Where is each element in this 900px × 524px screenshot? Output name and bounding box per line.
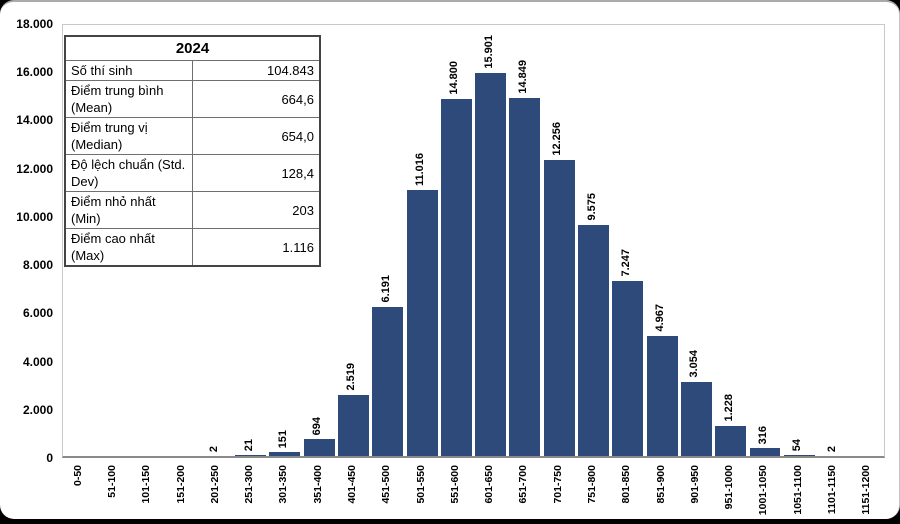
y-tick-label: 18.000 xyxy=(16,17,53,31)
y-tick-label: 2.000 xyxy=(22,402,53,417)
bar-value-label: 21 xyxy=(242,438,255,451)
bar-value-label: 3.054 xyxy=(688,350,701,378)
histogram-bar xyxy=(543,160,575,456)
bar-value-label: 694 xyxy=(311,416,324,435)
histogram-bar xyxy=(680,382,712,456)
x-tick-label: 351-400 xyxy=(311,465,324,504)
x-tick-label: 151-200 xyxy=(174,465,187,504)
histogram-bar xyxy=(372,307,404,456)
stat-value-cell: 203 xyxy=(192,191,321,229)
bar-value-label: 11.016 xyxy=(414,152,427,186)
bar-value-label: 9.575 xyxy=(585,193,598,221)
bar-value-label: 2 xyxy=(208,445,221,452)
stats-table-header: 2024 xyxy=(64,35,321,61)
bar-value-label: 15.901 xyxy=(482,35,495,69)
bar-value-label: 316 xyxy=(756,425,769,444)
stat-label-cell: Điểm cao nhất (Max) xyxy=(64,228,193,267)
histogram-bar xyxy=(303,439,335,456)
histogram-bar xyxy=(646,336,678,456)
x-tick-label: 601-650 xyxy=(483,465,496,504)
x-tick-label: 801-850 xyxy=(620,465,633,504)
stat-label-cell: Điểm trung vị (Median) xyxy=(64,117,193,155)
table-row: Độ lệch chuẩn (Std. Dev) 128,4 xyxy=(64,154,321,192)
stat-label-cell: Điểm nhỏ nhất (Min) xyxy=(64,191,193,229)
histogram-bar xyxy=(749,448,781,456)
x-tick-label: 1101-1150 xyxy=(826,465,839,515)
histogram-bar xyxy=(475,73,507,456)
y-tick-label: 4.000 xyxy=(22,354,53,369)
y-tick-label: 6.000 xyxy=(22,306,53,321)
stat-label-cell: Độ lệch chuẩn (Std. Dev) xyxy=(64,154,193,192)
stat-value-cell: 128,4 xyxy=(192,154,321,192)
bar-value-label: 1.228 xyxy=(722,394,735,422)
bar-value-label: 12.256 xyxy=(551,122,564,156)
histogram-bar xyxy=(509,98,541,456)
x-tick-label: 701-750 xyxy=(551,465,564,504)
table-row: Điểm cao nhất (Max) 1.116 xyxy=(64,228,321,267)
bar-value-label: 14.849 xyxy=(516,60,529,94)
x-tick-label: 651-700 xyxy=(517,465,530,504)
stats-table: 2024 Số thí sinh 104.843 Điểm trung bình (… xyxy=(64,35,321,267)
bar-value-label: 2 xyxy=(825,445,838,452)
bar-value-label: 6.191 xyxy=(379,275,392,303)
bar-value-label: 7.247 xyxy=(619,249,632,277)
x-tick-label: 451-500 xyxy=(380,465,393,504)
x-tick-label: 1001-1050 xyxy=(757,465,770,516)
table-row: Điểm trung bình (Mean) 664,6 xyxy=(64,80,321,118)
x-tick-label: 51-100 xyxy=(105,465,118,498)
histogram-bar xyxy=(338,395,369,456)
x-tick-label: 501-550 xyxy=(414,465,427,504)
stat-label-cell: Điểm trung bình (Mean) xyxy=(64,80,193,118)
table-row: Số thí sinh 104.843 xyxy=(64,60,321,81)
x-tick-label: 551-600 xyxy=(448,465,461,504)
x-tick-label: 251-300 xyxy=(243,465,256,504)
y-tick-label: 16.000 xyxy=(16,65,53,80)
y-tick-label: 10.000 xyxy=(16,209,53,224)
table-row: Điểm trung vị (Median) 654,0 xyxy=(64,117,321,155)
y-tick-label: 8.000 xyxy=(22,258,53,273)
x-tick-label: 1051-1100 xyxy=(791,465,804,515)
stat-label-cell: Số thí sinh xyxy=(64,60,193,81)
stat-value-cell: 664,6 xyxy=(192,80,321,118)
y-tick-label: 14.000 xyxy=(16,113,53,128)
histogram-bar xyxy=(612,281,644,456)
histogram-bar xyxy=(783,455,815,456)
histogram-bar xyxy=(269,452,301,456)
y-tick-label: 12.000 xyxy=(16,161,53,176)
x-tick-label: 851-900 xyxy=(654,465,667,504)
x-tick-label: 1151-1200 xyxy=(860,465,873,515)
table-row: Điểm nhỏ nhất (Min) 203 xyxy=(64,191,321,229)
bar-value-label: 14.800 xyxy=(448,61,461,95)
x-tick-label: 0-50 xyxy=(71,465,84,487)
bar-value-label: 54 xyxy=(791,438,804,451)
histogram-bar xyxy=(406,190,438,456)
x-tick-label: 301-350 xyxy=(277,465,290,504)
bar-value-label: 2.519 xyxy=(345,363,358,391)
stat-value-cell: 1.116 xyxy=(192,228,321,267)
histogram-bar xyxy=(715,426,747,456)
x-tick-label: 201-250 xyxy=(208,465,221,504)
bar-value-label: 4.967 xyxy=(654,304,667,332)
x-tick-label: 751-800 xyxy=(586,465,599,504)
x-tick-label: 101-150 xyxy=(140,465,153,504)
x-tick-label: 901-950 xyxy=(688,465,701,504)
bar-value-label: 151 xyxy=(276,429,289,448)
x-tick-label: 401-450 xyxy=(345,465,358,504)
x-tick-label: 951-1000 xyxy=(723,465,736,510)
histogram-bar xyxy=(235,455,267,456)
histogram-bar xyxy=(578,225,609,456)
histogram-bar xyxy=(440,99,472,456)
stat-value-cell: 654,0 xyxy=(192,117,321,155)
stat-value-cell: 104.843 xyxy=(192,60,321,81)
y-tick-label: 0 xyxy=(46,451,53,465)
